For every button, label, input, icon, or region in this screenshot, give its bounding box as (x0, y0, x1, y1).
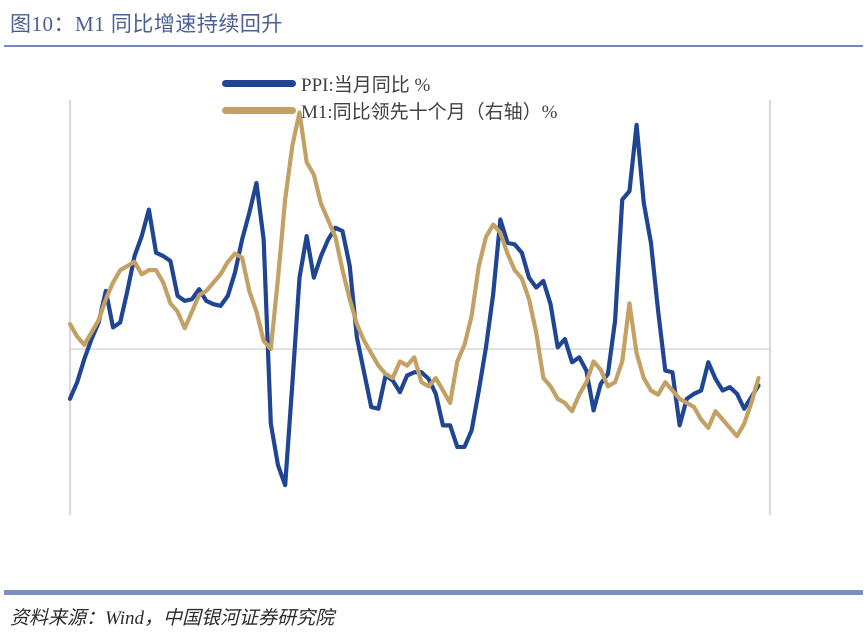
series-line-m1 (67, 110, 761, 439)
legend-item-m1: M1:同比领先十个月（右轴）% (222, 97, 558, 124)
legend-item-ppi: PPI:当月同比 % (222, 70, 558, 97)
series-line-ppi (67, 122, 761, 488)
footer-divider (4, 590, 863, 595)
legend-swatch-ppi (222, 80, 296, 87)
chart-svg (67, 100, 772, 515)
source-note: 资料来源：Wind，中国银河证券研究院 (10, 608, 335, 629)
title-divider (4, 45, 863, 47)
page-title: 图10：M1 同比增速持续回升 (10, 12, 283, 36)
chart-legend: PPI:当月同比 % M1:同比领先十个月（右轴）% (222, 70, 558, 124)
legend-swatch-m1 (222, 107, 296, 114)
chart-plot-region: PPI:当月同比 % M1:同比领先十个月（右轴）% (0, 52, 867, 588)
legend-label-ppi: PPI:当月同比 % (301, 75, 431, 96)
legend-label-m1: M1:同比领先十个月（右轴）% (301, 102, 558, 123)
